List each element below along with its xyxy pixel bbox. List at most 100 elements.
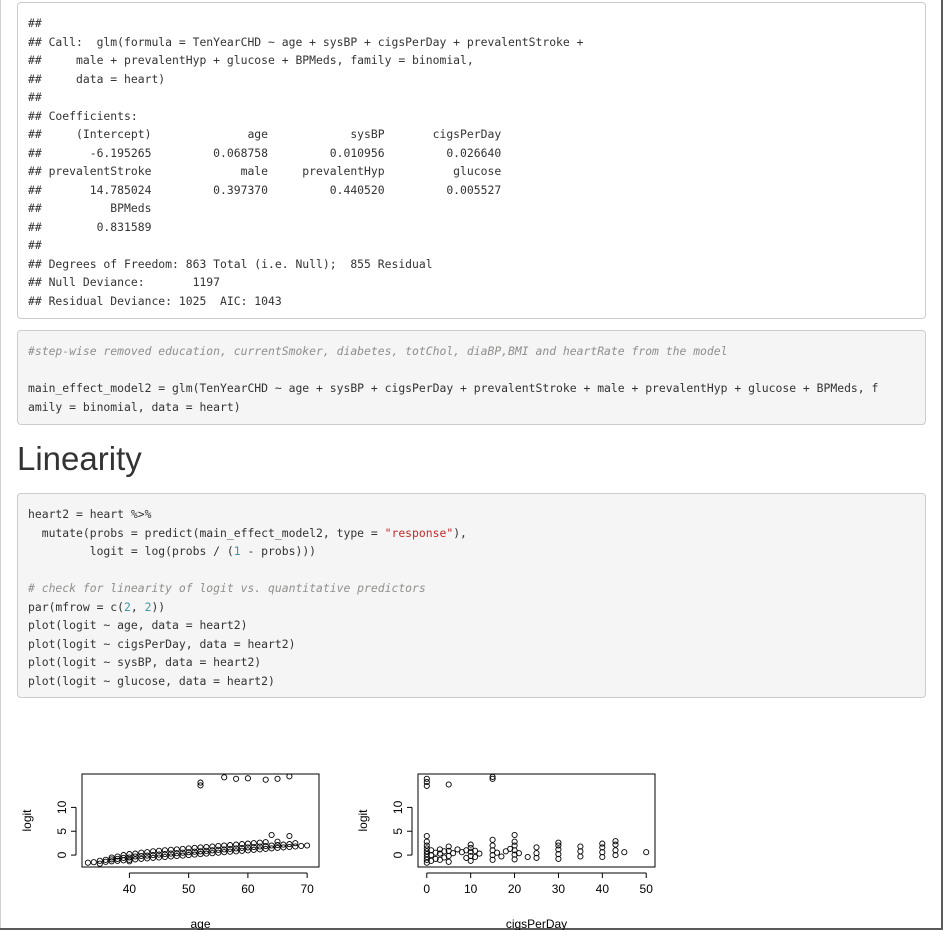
data-point: [209, 843, 216, 850]
output-line: ##: [28, 16, 42, 30]
window-right-edge: [941, 0, 943, 930]
output-line: ## Residual Deviance: 1025 AIC: 1043: [28, 293, 282, 308]
data-point: [533, 844, 540, 851]
code-comment: #step-wise removed education, currentSmo…: [28, 344, 728, 358]
data-point: [179, 849, 186, 856]
data-point: [209, 850, 216, 857]
data-point: [423, 848, 430, 855]
data-point: [238, 841, 246, 848]
data-point: [423, 856, 430, 863]
data-point: [173, 850, 180, 857]
data-point: [280, 841, 287, 848]
data-point: [114, 855, 121, 862]
data-point: [250, 840, 257, 847]
data-point: [423, 842, 430, 849]
code-line-blank: [28, 561, 915, 580]
data-point: [577, 843, 584, 850]
number-literal: 2: [144, 599, 152, 614]
output-line: ## Coefficients:: [28, 108, 138, 123]
data-point: [179, 845, 186, 852]
data-point: [221, 842, 228, 849]
data-point: [577, 853, 584, 860]
data-point: [262, 839, 269, 846]
x-tick-label: 40: [596, 882, 610, 896]
data-point: [150, 848, 157, 855]
data-point: [120, 852, 127, 859]
data-point: [515, 850, 522, 857]
output-line: ## male + prevalentHyp + glucose + BPMed…: [28, 53, 474, 67]
data-point: [102, 856, 109, 863]
data-point: [256, 846, 263, 853]
section-title: Linearity: [17, 440, 142, 477]
data-point: [132, 856, 139, 863]
code-line: plot(logit ~ cigsPerDay, data = heart2): [28, 636, 296, 651]
age-scatter-plot: 40 50 60 70 age 0 5 10 logit: [20, 773, 320, 930]
data-point: [489, 856, 496, 863]
data-point: [120, 854, 127, 861]
number-literal: 1: [233, 544, 241, 558]
data-point: [173, 846, 180, 853]
data-point: [126, 851, 133, 858]
y-tick-label: 10: [55, 800, 69, 814]
x-tick-label: 30: [552, 882, 566, 896]
data-point: [286, 773, 293, 780]
plot-frame: [81, 773, 320, 868]
x-tick-label: 50: [182, 882, 196, 896]
output-line: ## data = heart): [28, 71, 166, 86]
data-point: [555, 842, 562, 849]
data-point: [533, 850, 540, 857]
data-point: [498, 853, 505, 860]
data-point: [90, 859, 97, 866]
x-axis-label: cigsPerDay: [506, 917, 567, 930]
data-point: [108, 854, 115, 861]
data-point: [432, 849, 439, 856]
x-tick-label: 40: [123, 882, 137, 896]
output-line: ## 0.831589: [28, 219, 152, 234]
code-line: mutate(probs = predict(main_effect_model…: [28, 525, 467, 540]
data-point: [244, 847, 251, 854]
data-point: [244, 775, 251, 782]
data-point: [161, 853, 168, 861]
data-point: [167, 846, 174, 853]
data-point: [150, 852, 157, 859]
output-line: ## Call: glm(formula = TenYearCHD ~ age …: [28, 34, 584, 49]
data-point: [150, 854, 157, 861]
data-point: [114, 857, 121, 864]
data-point: [179, 852, 186, 859]
glm-output-block: ## ## Call: glm(formula = TenYearCHD ~ ag…: [17, 2, 926, 319]
data-point: [555, 839, 562, 846]
code-line: plot(logit ~ sysBP, data = heart2): [28, 655, 262, 669]
code-comment: # check for linearity of logit vs. quant…: [28, 581, 426, 595]
data-point: [144, 852, 151, 859]
data-point: [450, 850, 457, 857]
data-point: [423, 851, 430, 858]
y-axis-label: logit: [356, 809, 370, 832]
output-line: ## Degrees of Freedom: 863 Total (i.e. N…: [28, 256, 433, 271]
code-line: logit = log(probs / (1 - probs))): [28, 544, 317, 558]
code-line: plot(logit ~ glucose, data = heart2): [28, 673, 275, 688]
data-point: [191, 851, 198, 858]
data-point: [167, 853, 174, 860]
data-point: [445, 858, 452, 865]
data-point: [555, 846, 562, 853]
x-tick-label: 20: [508, 882, 522, 896]
data-point: [467, 844, 474, 851]
data-point: [599, 844, 606, 851]
data-point: [533, 854, 540, 861]
data-point: [108, 858, 115, 865]
data-point: [268, 831, 275, 839]
output-line: ## 14.785024 0.397370 0.440520 0.005527: [28, 182, 502, 197]
y-tick-label: 10: [391, 800, 405, 814]
data-point: [280, 844, 287, 851]
data-point: [233, 848, 240, 855]
data-point: [191, 848, 198, 855]
window-bottom-edge: [0, 928, 943, 930]
output-line: ## -6.195265 0.068758 0.010956 0.026640: [28, 145, 502, 160]
data-point: [138, 852, 145, 860]
number-literal: 2: [124, 599, 131, 614]
data-point: [126, 858, 133, 865]
data-point: [555, 851, 562, 858]
data-point: [227, 848, 234, 855]
data-point: [238, 847, 246, 854]
